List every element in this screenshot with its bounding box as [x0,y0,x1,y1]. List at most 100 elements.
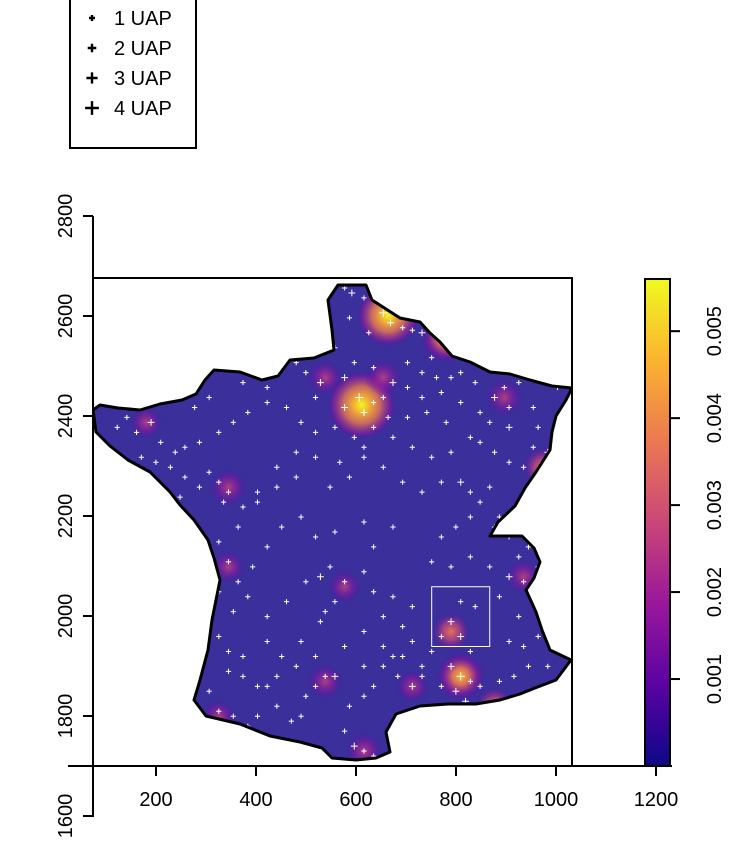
uap-point [351,360,357,366]
uap-point [264,544,270,550]
uap-point [206,394,212,401]
uap-point [317,618,324,625]
x-tick-label: 400 [239,789,272,811]
uap-point [138,454,144,460]
uap-point [298,419,304,426]
uap-point [535,633,541,640]
uap-point [341,728,348,734]
uap-point [516,554,522,560]
uap-point [361,295,367,301]
map-layer [93,283,572,762]
uap-point [274,484,280,490]
uap-point [525,365,532,371]
uap-point [216,479,222,485]
uap-point [196,439,203,445]
density-hotspot [431,611,471,652]
uap-point [360,409,368,416]
uap-point [467,678,473,684]
uap-point [274,703,280,709]
uap-point [196,534,203,540]
uap-point [341,404,348,411]
uap-point [404,414,411,421]
colorbar-tick-label: 0.003 [704,480,726,530]
uap-point [467,554,473,560]
uap-point [438,633,444,640]
uap-point [182,474,188,480]
uap-point [456,672,465,681]
uap-point [114,424,120,430]
uap-point [346,315,353,321]
uap-point [341,374,348,381]
uap-point [400,623,406,630]
uap-point [274,673,280,679]
uap-point [380,614,386,620]
uap-point [521,643,527,650]
uap-point [240,504,246,510]
uap-point [348,289,356,297]
legend-marker-icon [86,72,98,84]
uap-point [312,429,319,435]
uap-point [477,499,483,505]
x-tick-label: 1000 [534,789,579,811]
y-tick-label: 2400 [55,394,77,439]
uap-point [487,484,493,490]
uap-point [254,713,261,719]
uap-point [279,653,285,660]
x-tick-label: 800 [439,789,472,811]
uap-point [419,673,425,679]
uap-point [419,394,425,401]
uap-point [535,424,541,430]
uap-point [303,693,309,699]
uap-point [201,554,207,560]
uap-point [274,464,280,470]
uap-point [501,384,507,391]
uap-point [288,718,294,724]
uap-point [331,672,339,680]
uap-point [312,454,319,460]
france-region [93,285,572,760]
uap-point [279,524,285,530]
uap-point [216,429,222,435]
france-outline [93,283,572,762]
uap-point [530,444,536,450]
uap-point [177,494,183,500]
uap-point [322,609,328,615]
uap-point [351,434,357,440]
uap-point [293,663,299,670]
uap-point [346,703,353,709]
uap-point [361,444,367,450]
uap-point [346,474,353,480]
uap-point [496,678,503,684]
uap-point [409,327,415,333]
uap-point [418,329,426,337]
uap-point [312,653,319,660]
uap-point [419,663,425,670]
uap-point [264,683,270,689]
uap-point [361,569,367,575]
uap-point [317,379,324,386]
uap-point [147,419,155,426]
density-hotspot [209,468,248,506]
uap-point [293,449,299,455]
uap-point [554,614,561,620]
uap-point [477,439,483,445]
uap-point [458,370,464,376]
uap-point [540,614,546,620]
uap-point [525,663,532,670]
uap-point [317,573,324,581]
uap-point [419,489,425,495]
uap-point [254,489,261,495]
uap-point [506,459,512,465]
density-hotspot [328,570,361,604]
uap-point [230,713,236,719]
uap-point [371,424,377,430]
y-tick-label: 1600 [55,794,77,839]
uap-point [516,379,522,386]
uap-point [312,683,319,689]
uap-point [298,638,304,645]
uap-point [477,409,483,416]
density-hotspot [357,285,419,347]
legend-label: 4 UAP [114,98,172,120]
uap-point [225,559,232,565]
